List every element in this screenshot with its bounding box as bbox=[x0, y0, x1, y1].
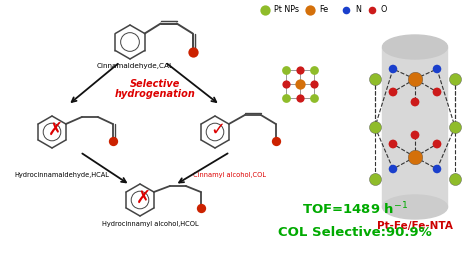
Text: Pt NPs: Pt NPs bbox=[274, 5, 299, 14]
Point bbox=[371, 125, 379, 129]
Text: ✗: ✗ bbox=[47, 121, 63, 139]
Text: N: N bbox=[355, 5, 361, 14]
Point bbox=[282, 96, 290, 100]
Point bbox=[411, 133, 419, 137]
Point bbox=[389, 67, 397, 71]
Ellipse shape bbox=[383, 195, 447, 219]
Point bbox=[261, 8, 269, 12]
Point bbox=[296, 68, 304, 72]
Text: Hydrocinnamaldehyde,HCAL: Hydrocinnamaldehyde,HCAL bbox=[15, 172, 109, 178]
Point bbox=[282, 68, 290, 72]
Text: ✓: ✓ bbox=[210, 121, 226, 139]
Text: COL Selective:90.9%: COL Selective:90.9% bbox=[278, 226, 432, 240]
Point bbox=[306, 8, 314, 12]
Point bbox=[109, 139, 117, 143]
Point bbox=[433, 67, 441, 71]
Point bbox=[371, 77, 379, 81]
Point bbox=[389, 142, 397, 146]
Point bbox=[389, 90, 397, 94]
Text: O: O bbox=[381, 5, 387, 14]
Text: Cinnamaldehyde,CAL: Cinnamaldehyde,CAL bbox=[97, 63, 173, 69]
Text: Pt-Fe/Fe-NTA: Pt-Fe/Fe-NTA bbox=[377, 221, 453, 231]
Text: Cinnamyl alcohol,COL: Cinnamyl alcohol,COL bbox=[193, 172, 266, 178]
Point bbox=[451, 177, 459, 181]
Point bbox=[451, 125, 459, 129]
Text: Hydrocinnamyl alcohol,HCOL: Hydrocinnamyl alcohol,HCOL bbox=[102, 221, 198, 227]
Point bbox=[389, 167, 397, 171]
Point bbox=[310, 82, 318, 86]
Point bbox=[411, 100, 419, 104]
Point bbox=[451, 77, 459, 81]
Text: TOF=1489 h$^{-1}$: TOF=1489 h$^{-1}$ bbox=[302, 201, 408, 217]
Point bbox=[272, 139, 280, 143]
Point bbox=[411, 77, 419, 81]
Point bbox=[368, 8, 376, 12]
Point bbox=[342, 8, 350, 12]
Point bbox=[433, 142, 441, 146]
Point bbox=[310, 68, 318, 72]
Text: ✗: ✗ bbox=[136, 189, 151, 207]
Text: hydrogenation: hydrogenation bbox=[115, 89, 195, 99]
Point bbox=[197, 206, 205, 210]
Ellipse shape bbox=[383, 35, 447, 59]
Point bbox=[282, 82, 290, 86]
Point bbox=[296, 82, 304, 86]
Text: Fe: Fe bbox=[319, 5, 328, 14]
Point bbox=[310, 96, 318, 100]
Point bbox=[296, 96, 304, 100]
Point bbox=[371, 177, 379, 181]
Point bbox=[411, 155, 419, 159]
Point bbox=[189, 49, 197, 53]
Point bbox=[433, 90, 441, 94]
Point bbox=[433, 167, 441, 171]
Text: Selective: Selective bbox=[130, 79, 180, 89]
Bar bbox=[383, 47, 447, 207]
